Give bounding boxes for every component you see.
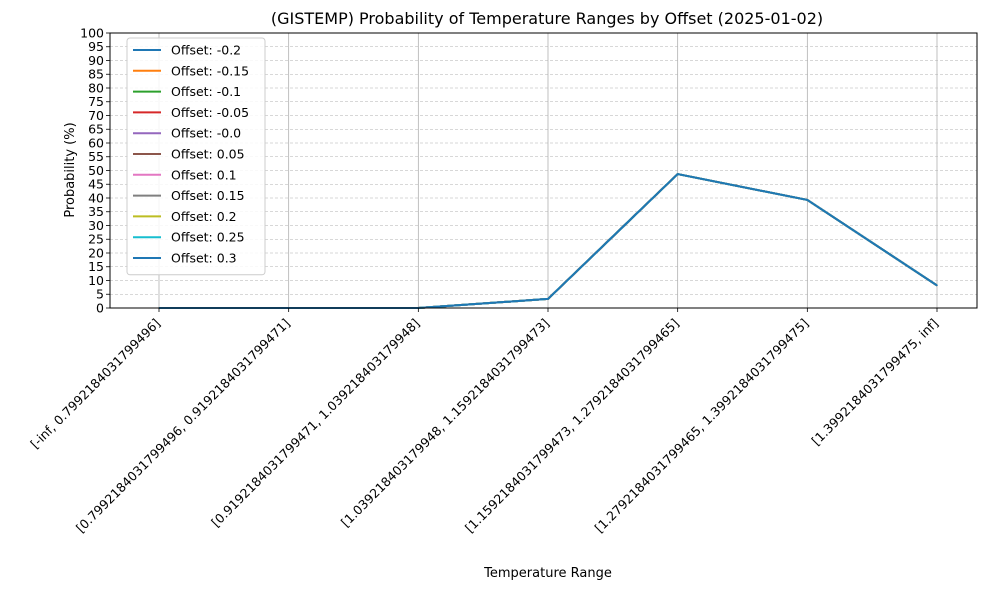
data-point [806,199,808,201]
legend-entry: Offset: -0.2 [171,43,241,58]
y-tick-label: 85 [88,67,104,82]
x-axis-ticks: [-inf, 0.7992184031799496][0.79921840317… [27,308,941,535]
x-tick-label: [0.7992184031799496, 0.9192184031799471] [73,316,293,536]
legend: Offset: -0.2 Offset: -0.15 Offset: -0.1 Off… [126,37,266,276]
x-tick-label: [-inf, 0.7992184031799496] [27,316,163,452]
y-tick-label: 15 [88,259,104,274]
grid-lines [110,32,977,309]
chart-title: (GISTEMP) Probability of Temperature Ran… [271,9,823,28]
y-axis-label: Probability (%) [63,122,78,217]
legend-entry: Offset: -0.05 [171,105,249,120]
legend-entry: Offset: 0.1 [171,167,237,182]
y-tick-label: 45 [88,177,104,192]
x-tick-label: [1.1592184031799473, 1.2792184031799465] [462,316,682,536]
data-point [547,298,549,300]
y-tick-label: 80 [88,80,104,95]
legend-entry: Offset: -0.0 [171,126,241,141]
y-tick-label: 40 [88,190,104,205]
y-tick-label: 60 [88,135,104,150]
x-tick-label: [1.3992184031799475, inf] [808,316,941,449]
y-tick-label: 90 [88,53,104,68]
y-tick-label: 50 [88,163,104,178]
y-tick-label: 100 [80,25,104,40]
y-tick-label: 75 [88,94,104,109]
y-tick-label: 20 [88,245,104,260]
y-tick-label: 35 [88,204,104,219]
legend-entry: Offset: 0.3 [171,251,237,266]
y-tick-label: 10 [88,273,104,288]
y-tick-label: 5 [96,287,104,302]
legend-entry: Offset: -0.1 [171,84,241,99]
legend-entry: Offset: 0.25 [171,230,245,245]
data-point [936,284,938,287]
legend-entry: Offset: 0.15 [171,188,245,203]
x-axis-label: Temperature Range [483,566,612,581]
x-tick-label: [0.9192184031799471, 1.039218403179948] [208,316,422,530]
legend-entry: Offset: -0.15 [171,63,249,78]
data-point [677,173,679,175]
y-axis-ticks: 0510152025303540455055606570758085909510… [80,25,110,315]
x-tick-label: [1.2792184031799465, 1.3992184031799475] [592,316,812,536]
y-tick-label: 25 [88,232,104,247]
y-tick-label: 0 [96,300,104,315]
legend-entry: Offset: 0.05 [171,147,245,162]
y-tick-label: 30 [88,218,104,233]
x-tick-label: [1.039218403179948, 1.1592184031799473] [338,316,552,530]
legend-box [126,37,266,276]
y-tick-label: 95 [88,39,104,54]
y-tick-label: 55 [88,149,104,164]
legend-entry: Offset: 0.2 [171,209,237,224]
y-tick-label: 70 [88,108,104,123]
y-tick-label: 65 [88,122,104,137]
